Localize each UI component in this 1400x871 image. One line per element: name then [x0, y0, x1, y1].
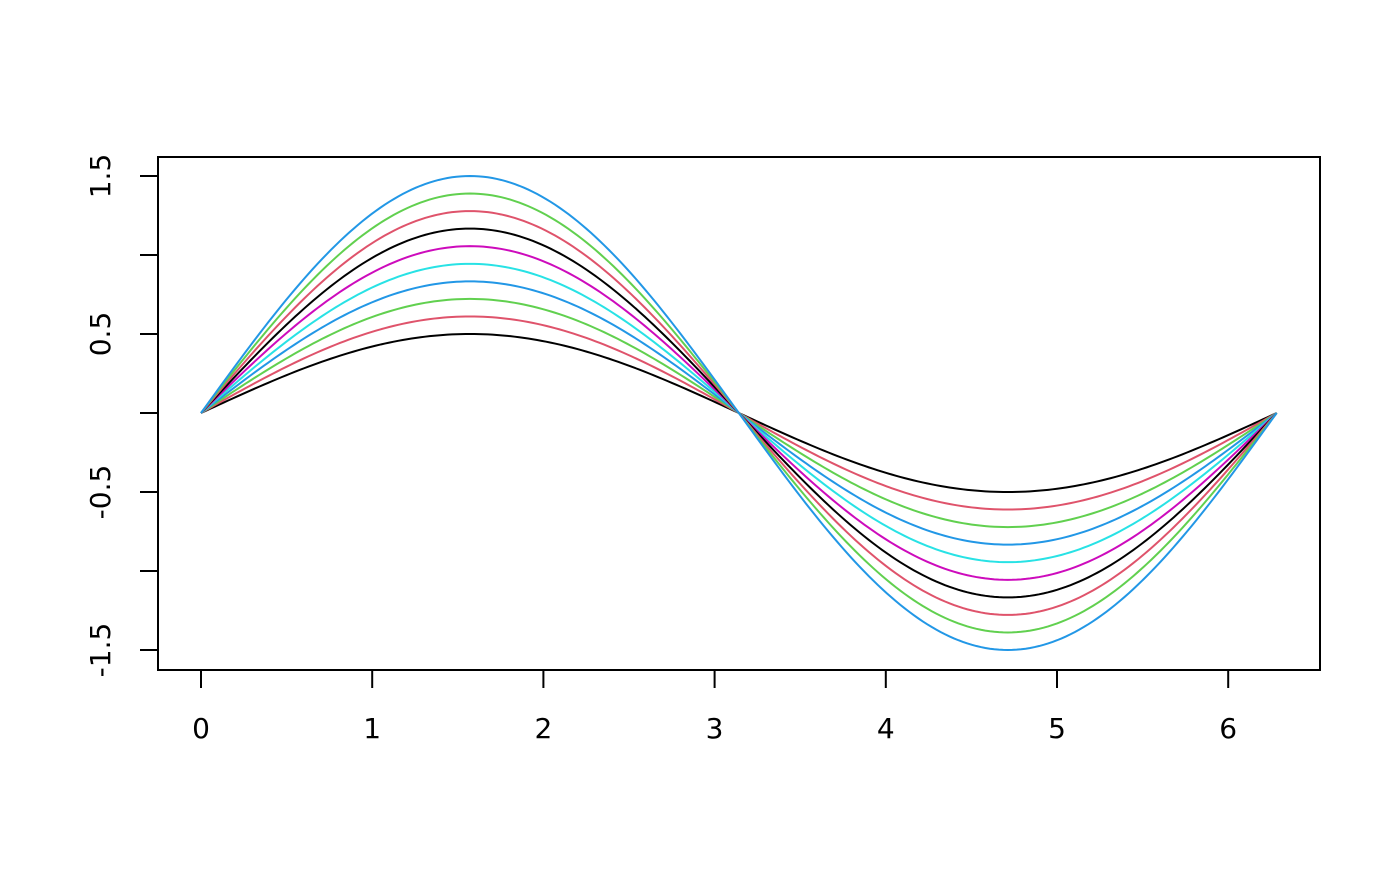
plot-frame	[157, 156, 1321, 671]
y-tick-label: 0.5	[84, 312, 117, 357]
x-tick-label: 5	[1048, 712, 1066, 745]
axes-layer: 0 1 2 3 4 5 6 -1.5 -0.5 0.5 1.5	[84, 154, 1237, 745]
x-tick-label: 0	[192, 712, 210, 745]
x-tick-label: 2	[534, 712, 552, 745]
series-layer	[200, 174, 1278, 652]
x-tick-label: 1	[363, 712, 381, 745]
x-tick-label: 4	[877, 712, 895, 745]
x-tick-label: 3	[706, 712, 724, 745]
x-tick-label: 6	[1219, 712, 1237, 745]
y-tick-label: -0.5	[84, 465, 117, 520]
y-tick-label: -1.5	[84, 623, 117, 678]
series-line-10	[200, 174, 1278, 652]
y-tick-label: 1.5	[84, 154, 117, 199]
